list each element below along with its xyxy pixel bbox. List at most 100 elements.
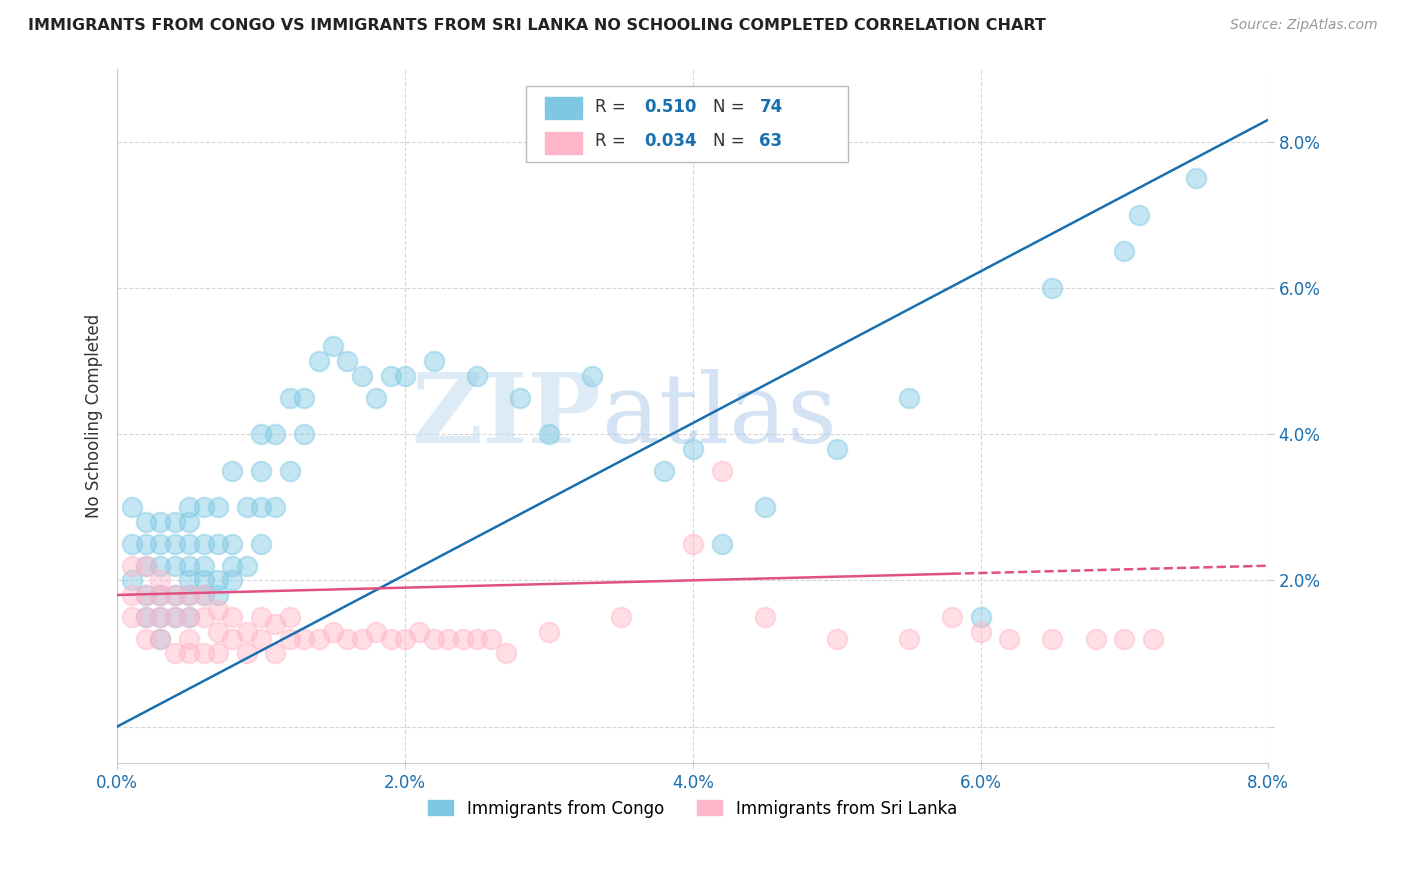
Point: [682, 442, 704, 456]
Point: [250, 427, 273, 442]
Point: [193, 647, 215, 661]
Point: [825, 632, 848, 646]
Point: [179, 558, 201, 573]
Point: [408, 624, 430, 639]
Text: 63: 63: [759, 132, 783, 151]
Point: [897, 391, 920, 405]
Point: [465, 368, 488, 383]
Point: [537, 427, 560, 442]
Point: [537, 624, 560, 639]
Point: [221, 464, 243, 478]
Point: [422, 354, 444, 368]
Point: [179, 588, 201, 602]
Text: N =: N =: [713, 132, 751, 151]
Point: [149, 537, 172, 551]
Point: [135, 558, 157, 573]
Point: [163, 588, 186, 602]
Point: [652, 464, 675, 478]
Point: [179, 515, 201, 529]
Point: [121, 610, 143, 624]
Point: [121, 558, 143, 573]
Point: [366, 391, 388, 405]
Point: [581, 368, 603, 383]
Point: [969, 624, 991, 639]
Bar: [546, 132, 582, 154]
Point: [278, 391, 301, 405]
Point: [149, 632, 172, 646]
Point: [207, 624, 229, 639]
Point: [179, 610, 201, 624]
Point: [163, 647, 186, 661]
Point: [235, 558, 257, 573]
Point: [465, 632, 488, 646]
Point: [179, 588, 201, 602]
Text: IMMIGRANTS FROM CONGO VS IMMIGRANTS FROM SRI LANKA NO SCHOOLING COMPLETED CORREL: IMMIGRANTS FROM CONGO VS IMMIGRANTS FROM…: [28, 18, 1046, 33]
Point: [179, 500, 201, 515]
Point: [193, 537, 215, 551]
Point: [264, 500, 287, 515]
Bar: [546, 97, 582, 120]
Point: [998, 632, 1021, 646]
Point: [235, 624, 257, 639]
Point: [380, 368, 402, 383]
Text: 0.034: 0.034: [644, 132, 697, 151]
Point: [264, 617, 287, 632]
Point: [366, 624, 388, 639]
Point: [1042, 281, 1064, 295]
Text: 74: 74: [759, 98, 783, 116]
Point: [322, 339, 344, 353]
Point: [121, 537, 143, 551]
Point: [610, 610, 633, 624]
Point: [135, 632, 157, 646]
Point: [163, 537, 186, 551]
Point: [350, 368, 373, 383]
Point: [308, 354, 330, 368]
Point: [422, 632, 444, 646]
Point: [322, 624, 344, 639]
Point: [149, 558, 172, 573]
Point: [179, 537, 201, 551]
Point: [897, 632, 920, 646]
Point: [825, 442, 848, 456]
Point: [163, 588, 186, 602]
Point: [193, 610, 215, 624]
Point: [1114, 244, 1136, 259]
Point: [336, 354, 359, 368]
Point: [250, 632, 273, 646]
FancyBboxPatch shape: [526, 86, 848, 162]
Point: [754, 500, 776, 515]
Text: N =: N =: [713, 98, 751, 116]
Point: [250, 500, 273, 515]
Point: [308, 632, 330, 646]
Point: [207, 500, 229, 515]
Point: [193, 588, 215, 602]
Point: [1142, 632, 1164, 646]
Point: [135, 610, 157, 624]
Point: [149, 632, 172, 646]
Point: [221, 632, 243, 646]
Point: [710, 464, 733, 478]
Point: [207, 574, 229, 588]
Point: [292, 632, 315, 646]
Point: [135, 588, 157, 602]
Point: [336, 632, 359, 646]
Point: [754, 610, 776, 624]
Point: [235, 647, 257, 661]
Point: [179, 647, 201, 661]
Point: [207, 588, 229, 602]
Point: [394, 368, 416, 383]
Point: [179, 574, 201, 588]
Point: [278, 632, 301, 646]
Point: [235, 500, 257, 515]
Point: [221, 537, 243, 551]
Point: [193, 588, 215, 602]
Text: Source: ZipAtlas.com: Source: ZipAtlas.com: [1230, 18, 1378, 32]
Point: [264, 427, 287, 442]
Text: R =: R =: [595, 132, 631, 151]
Point: [179, 632, 201, 646]
Text: ZIP: ZIP: [411, 368, 600, 463]
Point: [207, 602, 229, 616]
Point: [135, 588, 157, 602]
Point: [437, 632, 460, 646]
Point: [250, 537, 273, 551]
